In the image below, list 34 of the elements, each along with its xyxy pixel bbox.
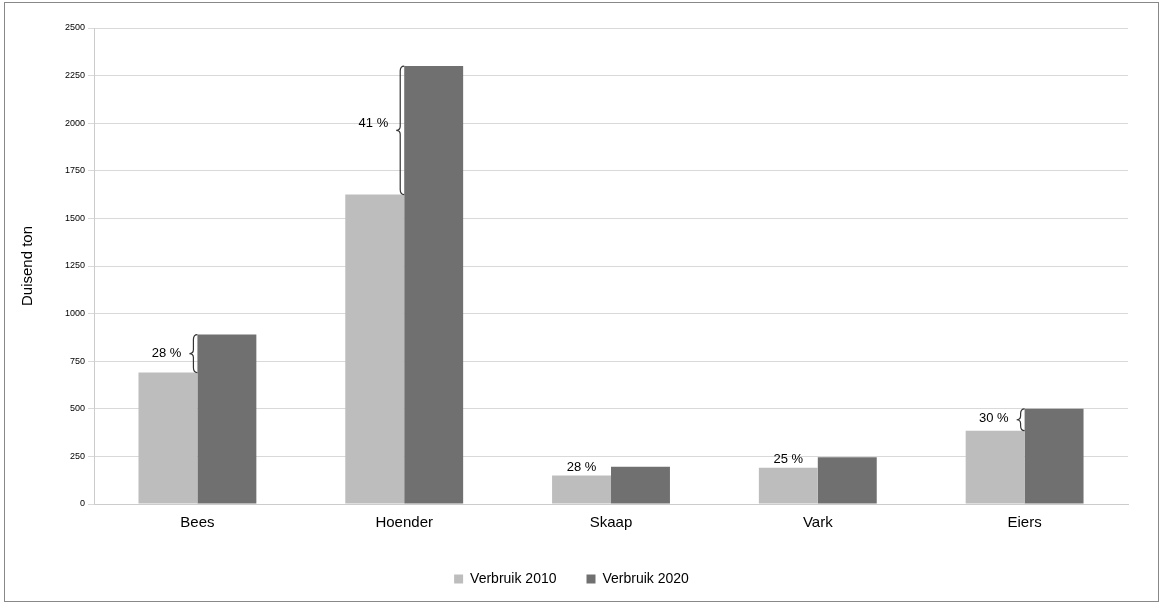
y-tick-label: 750 xyxy=(69,355,86,366)
bar xyxy=(404,66,464,504)
y-tick-label: 500 xyxy=(69,403,86,414)
x-tick-label: Skaap xyxy=(589,513,633,531)
legend-label: Verbruik 2020 xyxy=(602,569,690,586)
annotation: 41 % xyxy=(358,114,389,130)
bar xyxy=(197,334,257,504)
legend-label: Verbruik 2010 xyxy=(470,569,557,586)
bar xyxy=(965,430,1025,504)
bar xyxy=(1024,408,1084,504)
bar xyxy=(817,457,877,504)
annotation: 25 % xyxy=(773,450,804,466)
x-tick-label: Vark xyxy=(802,513,834,531)
bar xyxy=(758,467,818,504)
y-tick-label: 1000 xyxy=(64,308,86,319)
y-tick-label: 2250 xyxy=(64,70,86,81)
bar xyxy=(138,372,198,504)
y-axis-title: Duisend ton xyxy=(18,225,36,307)
y-tick-label: 2000 xyxy=(64,117,86,128)
y-tick-label: 2500 xyxy=(64,22,86,33)
x-tick-label: Hoender xyxy=(375,513,433,531)
annotation: 30 % xyxy=(978,409,1010,425)
y-tick-label: 1250 xyxy=(64,260,86,271)
bar xyxy=(345,194,405,504)
annotation: 28 % xyxy=(151,345,182,361)
y-tick-label: 0 xyxy=(80,498,86,509)
x-tick-label: Eiers xyxy=(1007,513,1042,531)
bar xyxy=(552,475,612,504)
y-tick-label: 1500 xyxy=(64,212,86,223)
x-tick-label: Bees xyxy=(180,513,215,531)
annotation: 28 % xyxy=(566,458,597,474)
y-tick-label: 250 xyxy=(69,450,86,461)
y-tick-label: 1750 xyxy=(64,165,86,176)
bar xyxy=(611,466,670,504)
